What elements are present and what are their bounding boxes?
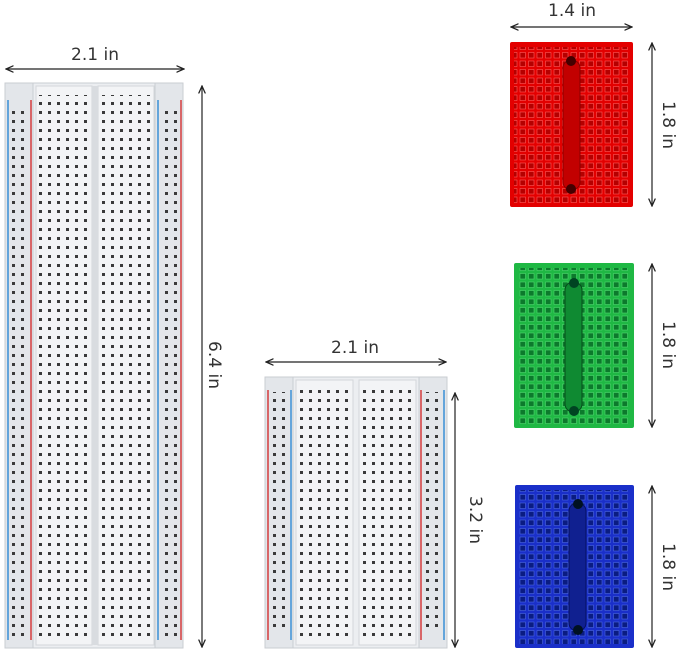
height-label: 1.8 in <box>658 321 678 369</box>
width-label: 1.4 in <box>548 1 596 21</box>
height-label: 3.2 in <box>465 496 485 544</box>
width-label: 2.1 in <box>331 338 379 358</box>
height-label: 1.8 in <box>658 101 678 149</box>
half-breadboard <box>264 376 448 649</box>
blue-mini-breadboard <box>515 485 634 648</box>
red-mini-breadboard <box>510 42 633 207</box>
full-breadboard <box>4 82 184 649</box>
width-label: 2.1 in <box>71 45 119 65</box>
green-mini-breadboard <box>514 263 634 428</box>
height-label: 6.4 in <box>204 341 224 389</box>
height-label: 1.8 in <box>658 543 678 591</box>
